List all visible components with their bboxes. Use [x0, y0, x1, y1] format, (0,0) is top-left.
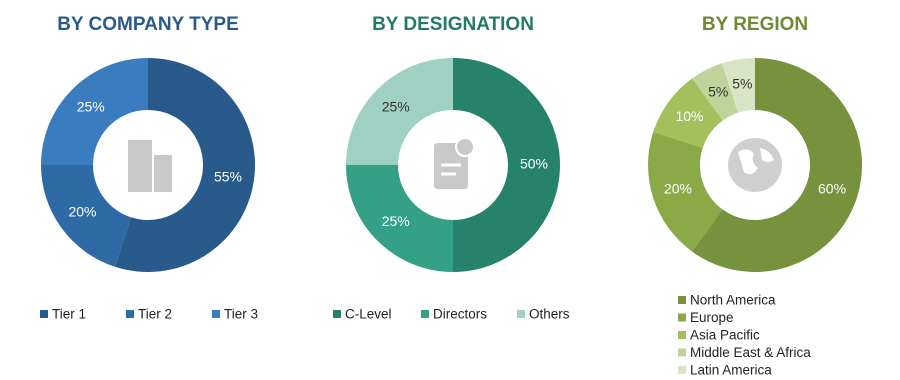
legend-label: Tier 2: [138, 307, 172, 322]
value-label: 50%: [520, 156, 548, 172]
legend-label: Tier 1: [52, 307, 86, 322]
donut-slice: [346, 58, 453, 165]
chart-title: BY REGION: [702, 14, 808, 35]
legend-swatch: [40, 310, 48, 318]
legend-swatch: [421, 310, 429, 318]
legend-label: Latin America: [690, 363, 772, 378]
chart-title: BY DESIGNATION: [372, 14, 534, 35]
icon-building: [128, 140, 172, 192]
donut-slice: [692, 58, 862, 272]
value-label: 20%: [68, 203, 96, 219]
donut-slice: [114, 58, 255, 272]
donut-slice: [41, 165, 132, 267]
value-label: 25%: [77, 98, 105, 114]
donut-slice: [721, 58, 755, 113]
value-label: 5%: [732, 76, 752, 92]
donut-slice: [692, 63, 739, 121]
legend-swatch: [212, 310, 220, 318]
legend-label: Europe: [690, 310, 734, 325]
value-label: 60%: [818, 181, 846, 197]
icon-document: [434, 137, 475, 189]
legend-label: North America: [690, 293, 776, 308]
legend-swatch: [678, 366, 686, 374]
legend-swatch: [126, 310, 134, 318]
legend-swatch: [678, 348, 686, 357]
donut-slice: [346, 165, 453, 272]
donut-slice: [453, 58, 560, 272]
value-label: 5%: [708, 84, 728, 100]
value-label: 55%: [214, 168, 242, 184]
icon-globe: [728, 138, 782, 192]
donut-slice: [41, 58, 148, 165]
legend-swatch: [517, 310, 525, 318]
value-label: 20%: [664, 181, 692, 197]
legend-label: Tier 3: [224, 307, 258, 322]
legend-swatch: [678, 331, 686, 339]
donut-slice: [653, 78, 723, 149]
legend-swatch: [678, 296, 686, 304]
value-label: 10%: [675, 108, 703, 124]
legend-swatch: [333, 310, 341, 318]
legend-label: Others: [529, 307, 570, 322]
value-label: 25%: [382, 98, 410, 114]
legend-label: Asia Pacific: [690, 328, 760, 343]
legend-label: Directors: [433, 307, 487, 322]
chart-title: BY COMPANY TYPE: [57, 14, 239, 35]
legend-label: C-Level: [345, 307, 392, 322]
value-label: 25%: [382, 213, 410, 229]
legend-label: Middle East & Africa: [690, 345, 811, 360]
legend-swatch: [678, 313, 686, 322]
donut-slice: [648, 131, 723, 252]
